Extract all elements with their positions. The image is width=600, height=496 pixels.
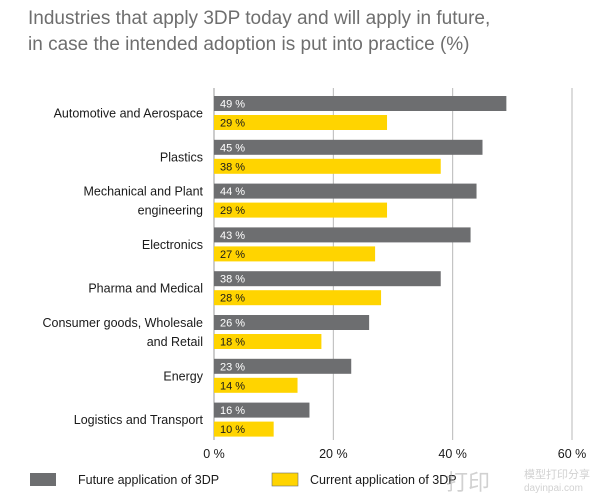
category-label: Consumer goods, Wholesale and Retail xyxy=(43,316,204,349)
legend-label-current: Current application of 3DP xyxy=(310,473,457,487)
category-label: Mechanical and Plant engineering xyxy=(83,185,203,218)
current-bar xyxy=(214,290,382,306)
future-bar xyxy=(214,96,507,111)
x-axis-ticks: 0 % 20 % 40 % 60 % xyxy=(203,447,586,461)
legend-label-future: Future application of 3DP xyxy=(78,473,219,487)
future-bar xyxy=(214,358,352,374)
current-bar xyxy=(214,202,388,218)
bar-value-label: 43 % xyxy=(220,230,245,242)
chart-subtitle: in case the intended adoption is put int… xyxy=(28,34,470,55)
watermark: 打印 模型打印分享 dayinpai.com xyxy=(446,467,590,495)
future-bar xyxy=(214,315,370,330)
bar-value-label: 10 % xyxy=(220,424,245,436)
category-label: Plastics xyxy=(160,150,203,164)
x-tick-label: 20 % xyxy=(319,447,348,461)
future-bar xyxy=(214,227,471,243)
watermark-logo: 打印 xyxy=(446,470,490,495)
current-bar xyxy=(214,421,274,437)
category-label: Energy xyxy=(163,369,203,383)
bar-value-label: 18 % xyxy=(220,337,245,349)
x-tick-label: 60 % xyxy=(558,447,587,461)
bar-value-label: 44 % xyxy=(220,186,245,198)
future-bar xyxy=(214,271,441,287)
current-bar xyxy=(214,246,376,262)
category-label: Automotive and Aerospace xyxy=(54,107,203,121)
watermark-url: dayinpai.com xyxy=(524,483,583,494)
chart-title: Industries that apply 3DP today and will… xyxy=(28,8,491,29)
bar-value-label: 45 % xyxy=(220,142,245,154)
bar-value-label: 38 % xyxy=(220,274,245,286)
x-tick-label: 0 % xyxy=(203,447,225,461)
legend-swatch-current xyxy=(271,472,299,487)
current-bar xyxy=(214,115,388,130)
x-tick-label: 40 % xyxy=(438,447,467,461)
chart-title-block: Industries that apply 3DP today and will… xyxy=(28,6,593,58)
category-label: Logistics and Transport xyxy=(74,413,204,427)
current-bar xyxy=(214,377,298,393)
category-label: Electronics xyxy=(142,238,203,252)
legend: Future application of 3DP Current applica… xyxy=(30,472,457,487)
category-labels: Automotive and Aerospace Plastics Mechanic… xyxy=(43,107,204,428)
bar-value-label: 26 % xyxy=(220,318,245,330)
category-label: Pharma and Medical xyxy=(88,282,203,296)
bars: 49 % 29 % 45 % 38 % 44 % 29 % 43 % 27 % 38 % 28 %… xyxy=(214,96,507,437)
legend-swatch-future xyxy=(30,473,56,486)
bar-value-label: 29 % xyxy=(220,205,245,217)
bar-value-label: 49 % xyxy=(220,99,245,111)
watermark-site-name: 模型打印分享 xyxy=(524,467,590,481)
bar-value-label: 28 % xyxy=(220,293,245,305)
bar-value-label: 38 % xyxy=(220,161,245,173)
current-bar xyxy=(214,334,322,349)
future-bar xyxy=(214,402,310,418)
current-bar xyxy=(214,158,441,174)
bar-value-label: 27 % xyxy=(220,249,245,261)
future-bar xyxy=(214,183,477,199)
bar-value-label: 16 % xyxy=(220,405,245,417)
bar-value-label: 23 % xyxy=(220,361,245,373)
future-bar xyxy=(214,139,483,155)
bar-value-label: 29 % xyxy=(220,118,245,130)
bar-value-label: 14 % xyxy=(220,380,245,392)
